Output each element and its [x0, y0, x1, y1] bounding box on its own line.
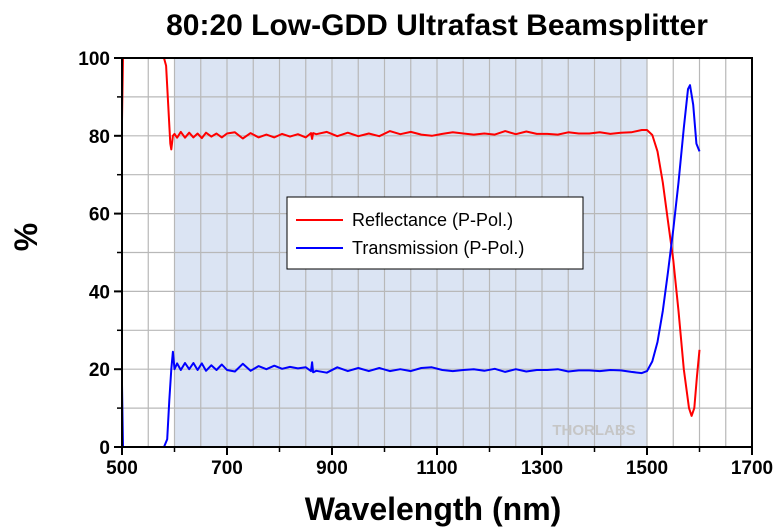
series-line-transmission	[122, 84, 701, 447]
y-tick-label: 40	[89, 282, 110, 303]
series-layer	[122, 58, 701, 447]
x-tick-label: 1700	[731, 458, 773, 479]
x-axis-label: Wavelength (nm)	[305, 491, 562, 527]
chart-title: 80:20 Low-GDD Ultrafast Beamsplitter	[166, 9, 708, 42]
y-axis-label: %	[8, 223, 44, 251]
x-tick-label: 900	[316, 458, 348, 479]
y-tick-label: 100	[78, 49, 110, 70]
x-tick-label: 1100	[416, 458, 457, 479]
legend-label-reflectance: Reflectance (P-Pol.)	[352, 210, 513, 230]
axis-ticks: 500 700 900 1100 1300 1500 1700 0 20 40 60 80 100	[78, 49, 773, 479]
y-tick-label: 60	[89, 205, 110, 226]
y-tick-label: 80	[89, 127, 110, 148]
thorlabs-watermark: THORLABS	[552, 422, 635, 439]
series-line-reflectance	[122, 58, 701, 417]
y-tick-label: 20	[89, 360, 110, 381]
x-tick-label: 500	[106, 458, 138, 479]
x-tick-label: 700	[211, 458, 243, 479]
legend-label-transmission: Transmission (P-Pol.)	[352, 238, 524, 258]
x-tick-label: 1500	[626, 458, 668, 479]
y-tick-label: 0	[99, 438, 110, 459]
legend-box	[286, 196, 584, 270]
x-tick-label: 1300	[521, 458, 563, 479]
legend: Reflectance (P-Pol.) Transmission (P-Pol…	[286, 196, 584, 270]
